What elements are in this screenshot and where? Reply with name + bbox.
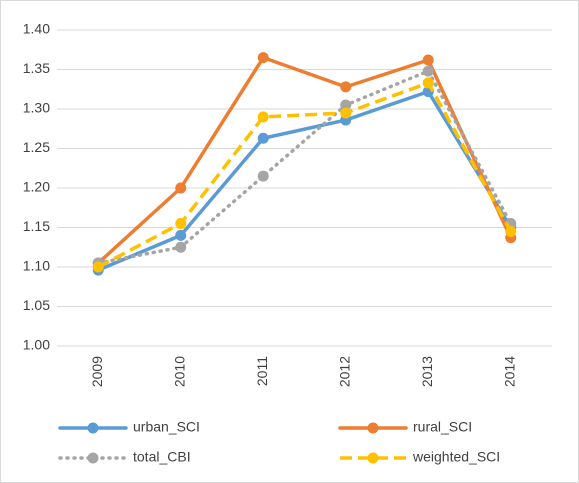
y-tick-label: 1.25 <box>23 139 50 155</box>
series-marker <box>257 111 269 123</box>
series-line <box>96 89 513 272</box>
series-marker <box>422 77 434 89</box>
legend-marker <box>87 422 99 434</box>
series-marker <box>175 229 187 241</box>
legend-marker <box>87 452 99 464</box>
series-marker <box>422 65 434 77</box>
legend-label: weighted_SCI <box>412 449 500 465</box>
series-line <box>96 55 513 265</box>
series-marker <box>340 81 352 93</box>
series-marker <box>422 54 434 66</box>
x-tick-label: 2011 <box>254 356 270 386</box>
legend-marker <box>367 452 379 464</box>
legend-label: rural_SCI <box>413 419 472 435</box>
series-marker <box>175 241 187 253</box>
y-tick-label: 1.10 <box>23 258 50 274</box>
series-marker <box>257 52 269 64</box>
x-tick-label: 2010 <box>171 356 187 387</box>
y-tick-label: 1.35 <box>23 60 50 76</box>
series-line <box>97 81 513 269</box>
legend-label: total_CBI <box>133 449 191 465</box>
y-tick-label: 1.30 <box>23 100 50 116</box>
series-marker <box>175 182 187 194</box>
series-marker <box>92 261 104 273</box>
x-tick-label: 2012 <box>336 356 352 387</box>
x-tick-label: 2014 <box>501 356 517 387</box>
series-marker <box>175 218 187 230</box>
x-tick-label: 2013 <box>419 356 435 387</box>
series-marker <box>340 107 352 119</box>
y-tick-label: 1.40 <box>23 21 50 37</box>
series-marker <box>505 225 517 237</box>
y-tick-label: 1.05 <box>23 297 50 313</box>
y-tick-label: 1.15 <box>23 218 50 234</box>
series-marker <box>257 132 269 144</box>
y-tick-label: 1.20 <box>23 179 50 195</box>
legend-label: urban_SCI <box>133 419 200 435</box>
legend-marker <box>367 422 379 434</box>
x-tick-label: 2009 <box>89 356 105 387</box>
y-tick-label: 1.00 <box>23 337 50 353</box>
series-marker <box>340 99 352 111</box>
series-marker <box>257 170 269 182</box>
series-line <box>96 69 513 265</box>
